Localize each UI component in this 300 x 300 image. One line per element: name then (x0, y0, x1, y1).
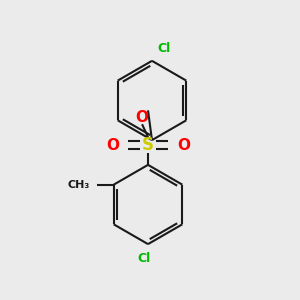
Text: Cl: Cl (137, 252, 151, 265)
Text: O: O (136, 110, 148, 125)
Text: S: S (142, 136, 154, 154)
Text: O: O (106, 137, 119, 152)
Text: Cl: Cl (157, 42, 170, 55)
Text: O: O (177, 137, 190, 152)
Text: CH₃: CH₃ (68, 180, 90, 190)
